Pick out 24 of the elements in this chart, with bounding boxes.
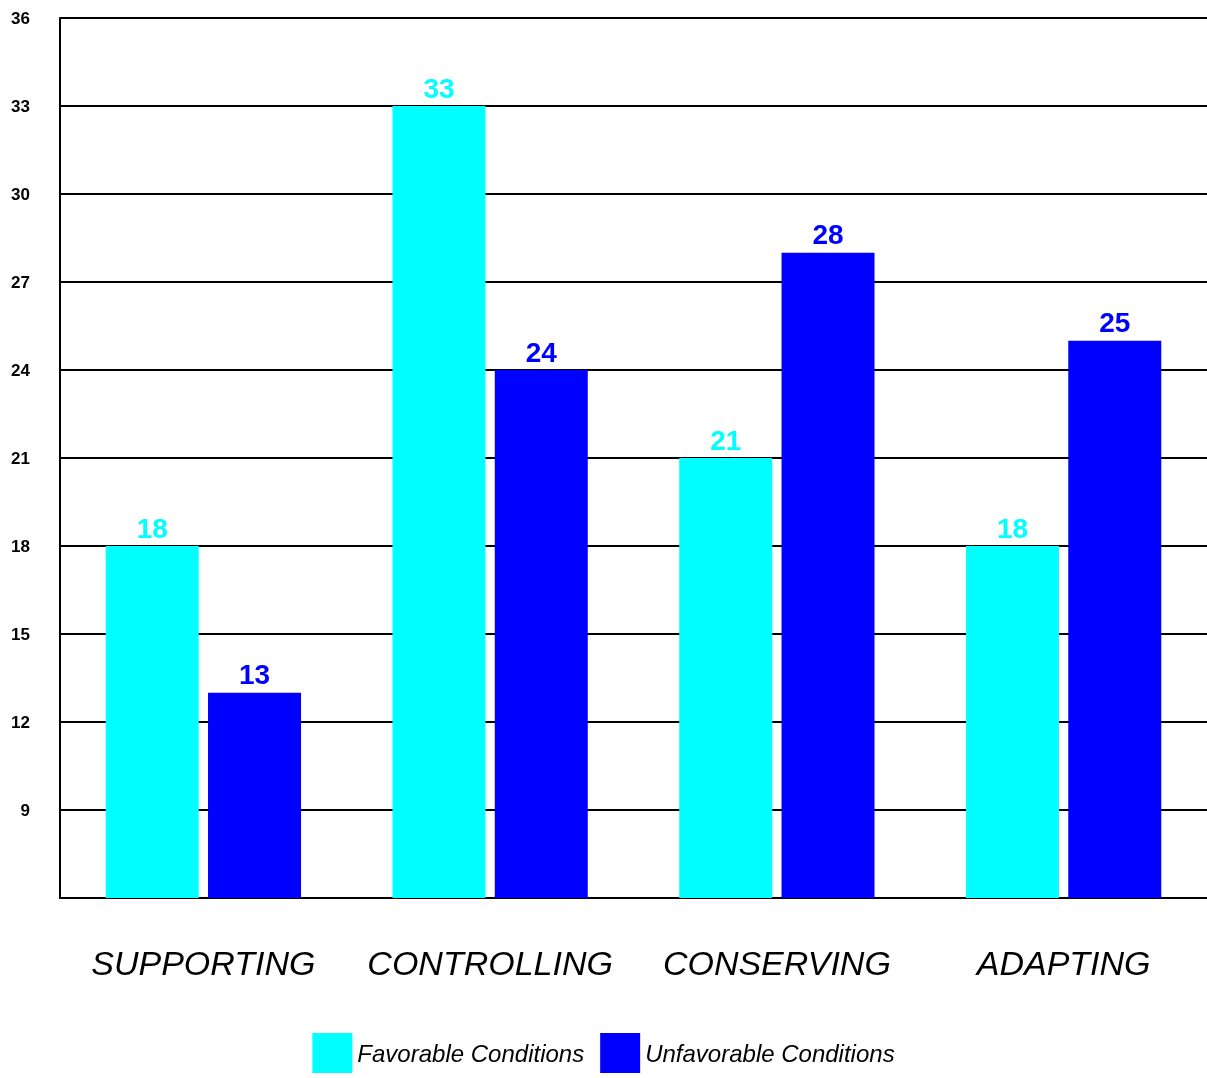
y-tick-label: 30 (11, 184, 30, 204)
data-label: 28 (812, 219, 844, 251)
legend-label: Unfavorable Conditions (645, 1039, 895, 1067)
x-tick-label: CONTROLLING (367, 944, 613, 982)
data-label: 21 (710, 424, 742, 456)
x-tick-label: SUPPORTING (91, 944, 316, 982)
x-tick-label: ADAPTING (974, 944, 1151, 982)
legend-label: Favorable Conditions (357, 1039, 585, 1067)
data-label: 33 (423, 72, 455, 104)
y-tick-label: 27 (11, 272, 30, 292)
data-label: 25 (1099, 307, 1131, 339)
data-label: 13 (238, 659, 271, 691)
y-tick-label: 15 (11, 624, 30, 644)
data-label: 18 (996, 512, 1029, 544)
y-tick-label: 21 (11, 448, 30, 468)
y-tick-label: 36 (11, 8, 30, 28)
y-tick-label: 9 (20, 800, 30, 820)
y-tick-label: 12 (11, 712, 30, 732)
x-tick-label: CONSERVING (662, 944, 891, 982)
data-label: 24 (525, 336, 558, 368)
y-tick-label: 24 (11, 360, 31, 380)
y-tick-label: 18 (11, 536, 30, 556)
data-label: 18 (136, 512, 168, 544)
y-tick-label: 33 (11, 96, 30, 116)
